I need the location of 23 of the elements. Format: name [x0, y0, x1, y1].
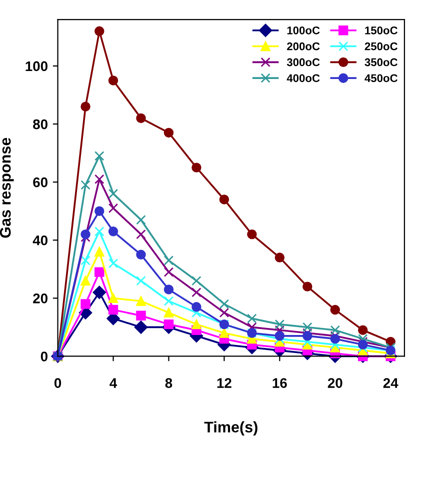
- legend-label: 250oC: [364, 42, 398, 50]
- x-tick-label: 24: [383, 378, 398, 388]
- y-axis-title: Gas response: [0, 138, 14, 238]
- legend-label: 300oC: [286, 58, 320, 66]
- y-tick-label: 60: [33, 177, 48, 188]
- legend-label: 150oC: [365, 26, 398, 34]
- legend-label: 100oC: [287, 26, 320, 34]
- legend-label: 200oC: [287, 42, 320, 50]
- legend-label: 450oC: [364, 74, 398, 82]
- x-tick-label: 8: [165, 378, 172, 388]
- x-tick-label: 4: [110, 378, 118, 388]
- y-tick-label: 100: [26, 61, 48, 72]
- y-tick-label: 20: [33, 294, 48, 304]
- x-axis-title: Time(s): [204, 421, 258, 436]
- legend-label: 400oC: [286, 74, 320, 82]
- x-tick-label: 16: [272, 378, 287, 388]
- y-tick-label: 80: [33, 119, 48, 130]
- x-tick-label: 12: [217, 378, 232, 388]
- x-tick-label: 0: [54, 378, 62, 388]
- x-tick-label: 20: [328, 378, 342, 388]
- legend-label: 350oC: [364, 58, 398, 66]
- y-tick-label: 0: [40, 352, 48, 362]
- y-tick-label: 40: [32, 235, 48, 246]
